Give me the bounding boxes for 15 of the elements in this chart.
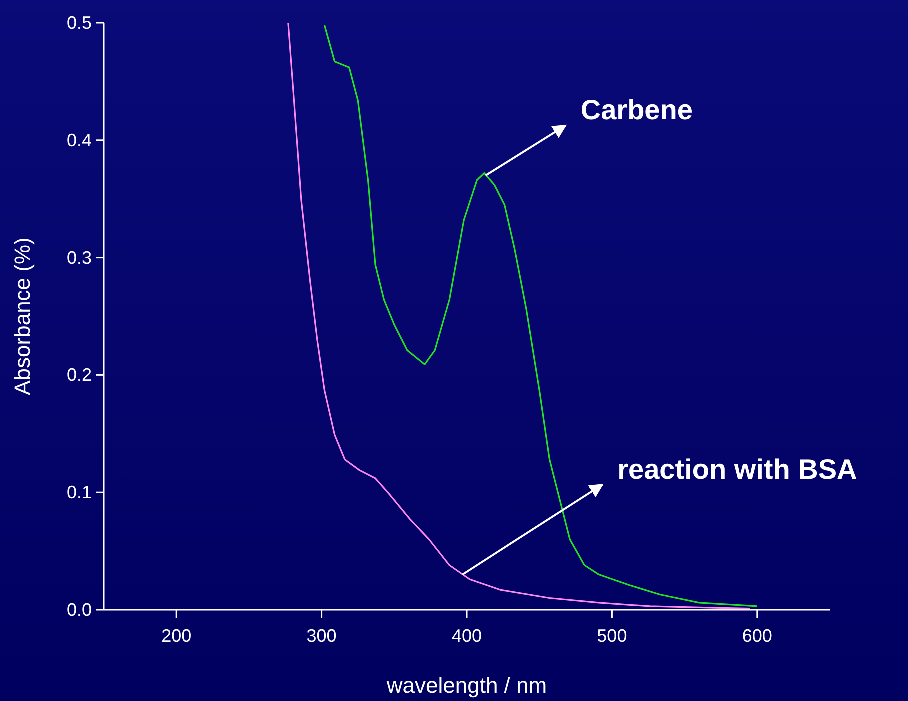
x-tick-label: 300 <box>306 626 337 646</box>
annotation: Carbene <box>580 94 693 126</box>
x-tick-label: 400 <box>452 626 482 646</box>
annotation: reaction with BSA <box>618 454 858 485</box>
x-axis-title: wavelength / nm <box>386 673 548 698</box>
y-tick-label: 0.1 <box>66 482 92 503</box>
y-tick-label: 0.3 <box>66 248 92 268</box>
y-tick-label: 0.2 <box>66 365 92 386</box>
y-axis-title: Absorbance (%) <box>10 238 35 396</box>
y-tick-label: 0.4 <box>66 130 92 150</box>
x-tick-label: 600 <box>742 626 772 646</box>
y-tick-label: 0.5 <box>66 13 92 33</box>
x-tick-label: 200 <box>162 626 192 646</box>
x-tick-label: 500 <box>597 626 628 646</box>
y-tick-label: 0.0 <box>66 600 92 620</box>
